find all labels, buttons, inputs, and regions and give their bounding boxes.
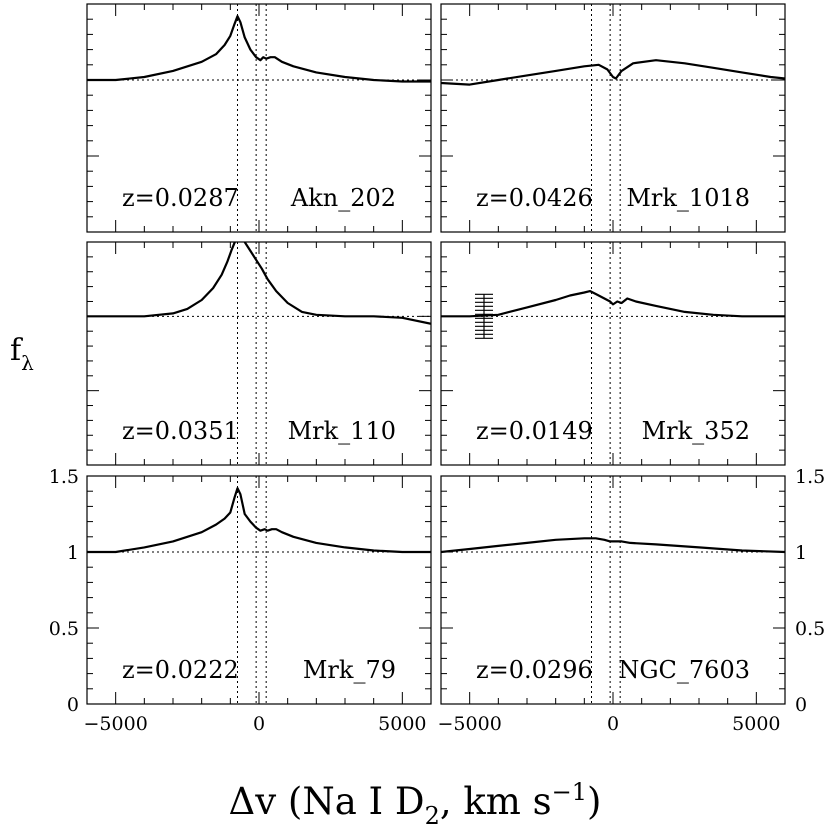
x-axis-label-sup: −1 [552, 778, 587, 806]
panel-redshift: z=0.0287 [122, 184, 239, 212]
y-tick-label: 1.5 [795, 466, 825, 488]
error-bar-marker [475, 293, 493, 339]
x-tick-label: 5000 [732, 713, 780, 735]
x-tick-label: 5000 [378, 713, 426, 735]
spectrum-line [441, 290, 785, 318]
panel-object-name: Mrk_352 [642, 417, 750, 445]
panel-object-name: Mrk_1018 [626, 184, 750, 212]
panel-redshift: z=0.0426 [476, 184, 593, 212]
panel-4: z=0.0149 Mrk_352 [440, 241, 786, 466]
panel-redshift: z=0.0351 [122, 417, 239, 445]
y-tick-label: 0 [67, 694, 79, 716]
panel-redshift: z=0.0296 [476, 656, 593, 684]
panel-object-name: Mrk_79 [303, 656, 396, 684]
y-axis-label-sub: λ [21, 351, 34, 375]
y-axis-label: fλ [10, 333, 34, 375]
spectrum-line [87, 15, 431, 83]
x-axis-label: Δv (Na I D2, km s−1) [229, 778, 602, 826]
panel-object-name: NGC_7603 [618, 656, 750, 684]
panel-redshift: z=0.0149 [476, 417, 593, 445]
y-tick-label: 0 [795, 694, 807, 716]
x-tick-label: 0 [253, 713, 265, 735]
panel-object-name: Mrk_110 [288, 417, 396, 445]
panel-2: z=0.0426 Mrk_1018 [440, 3, 786, 233]
x-tick-label: −5000 [84, 713, 148, 735]
panel-object-name: Akn_202 [290, 184, 396, 212]
x-axis-label-pre: Δv (Na I D [229, 780, 425, 823]
y-tick-label: 0.5 [795, 618, 825, 640]
panel-1: z=0.0287 Akn_202 [86, 3, 432, 233]
x-tick-label: −5000 [438, 713, 502, 735]
y-tick-label: 0.5 [49, 618, 79, 640]
spectrum-line [441, 59, 785, 86]
spectrum-line [87, 242, 431, 325]
y-tick-label: 1 [795, 542, 807, 564]
x-tick-label: 0 [607, 713, 619, 735]
y-tick-label: 1.5 [49, 466, 79, 488]
panel-3: z=0.0351 Mrk_110 [86, 241, 432, 466]
spectrum-line [87, 487, 431, 554]
y-axis-label-main: f [10, 333, 23, 368]
y-tick-label: 1 [67, 542, 79, 564]
panel-redshift: z=0.0222 [122, 656, 239, 684]
x-axis-label-mid: , km s [440, 780, 552, 823]
spectrum-line [441, 537, 785, 554]
x-axis-label-post: ) [587, 780, 601, 823]
panel-6: z=0.0296 NGC_7603 −5000 0 5000 0 0.5 1 1.5 [438, 466, 826, 735]
x-axis-label-sub: 2 [425, 802, 440, 826]
